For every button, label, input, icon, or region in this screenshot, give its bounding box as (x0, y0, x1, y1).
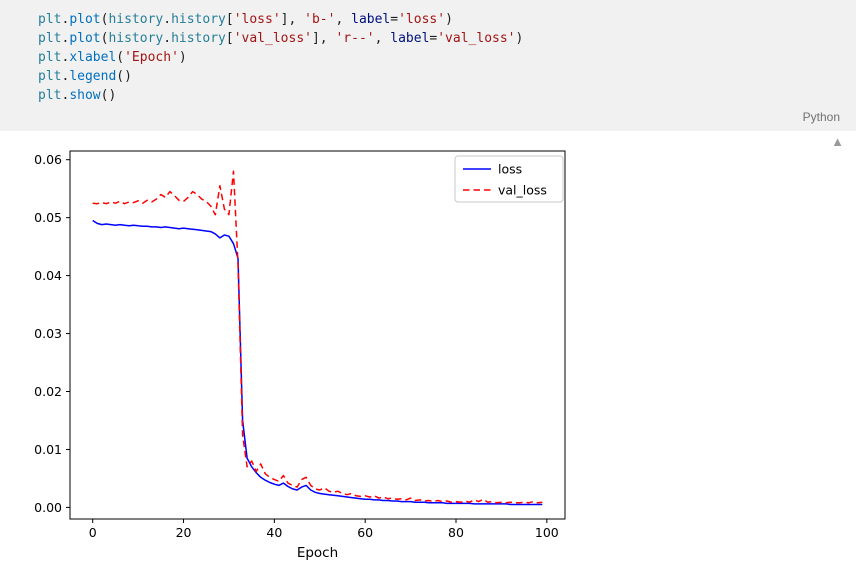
val_loss-line (92, 170, 543, 504)
collapse-output-icon[interactable]: ▲ (831, 134, 844, 149)
code-line[interactable]: plt.plot(history.history['loss'], 'b-', … (38, 12, 453, 27)
cell-output: 0 20 40 60 80 100 0.00 0.01 0.02 0.03 0.04 0.05 0.06… (0, 131, 856, 567)
x-tick-label: 40 (266, 525, 282, 540)
loss-chart: 0 20 40 60 80 100 0.00 0.01 0.02 0.03 0.04 0.05 0.06… (34, 150, 566, 561)
code-line[interactable]: plt.show() (38, 88, 117, 103)
x-tick-label: 20 (176, 525, 192, 540)
y-tick-label: 0.02 (34, 384, 62, 399)
axes-box (69, 150, 566, 520)
code-lines[interactable]: plt.plot(history.history['loss'], 'b-', … (38, 10, 846, 105)
legend-box (454, 155, 564, 203)
y-tick-label: 0.05 (34, 210, 62, 225)
code-line[interactable]: plt.plot(history.history['val_loss'], 'r… (38, 31, 524, 46)
language-badge[interactable]: Python (802, 110, 840, 124)
x-axis-label: Epoch (297, 545, 338, 561)
y-tick-label: 0.04 (34, 268, 62, 283)
y-tick-label: 0.00 (34, 500, 62, 515)
x-tick-label: 60 (357, 525, 373, 540)
x-tick-label: 80 (448, 525, 464, 540)
y-tick-label: 0.06 (34, 152, 62, 167)
x-tick-label: 100 (535, 525, 559, 540)
code-line[interactable]: plt.xlabel('Epoch') (38, 50, 187, 65)
code-cell[interactable]: plt.plot(history.history['loss'], 'b-', … (0, 0, 856, 131)
x-tick-label: 0 (89, 525, 97, 540)
legend-label: loss (498, 162, 522, 177)
code-line[interactable]: plt.legend() (38, 69, 132, 84)
legend-label: val_loss (498, 183, 547, 198)
y-tick-label: 0.03 (34, 326, 62, 341)
y-tick-label: 0.01 (34, 442, 62, 457)
loss-line (92, 219, 543, 506)
